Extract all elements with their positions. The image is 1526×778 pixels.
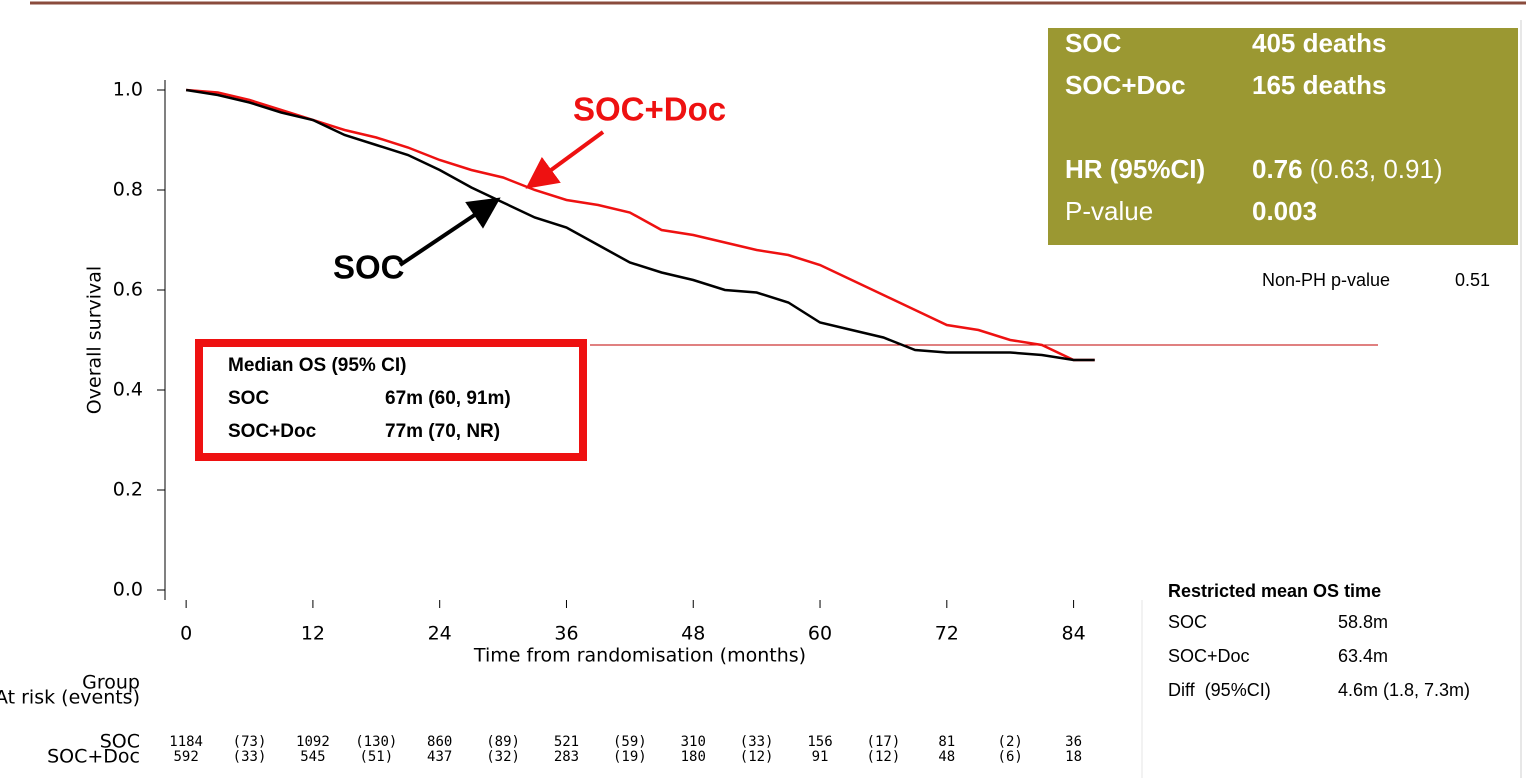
y-tick-label: 0.4 bbox=[113, 379, 143, 401]
risk-cell: 592 bbox=[173, 749, 198, 765]
risk-cell: (130) bbox=[355, 734, 397, 750]
risk-cell: 860 bbox=[427, 734, 452, 750]
stats-value: 0.003 bbox=[1252, 196, 1317, 226]
risk-cell: (33) bbox=[233, 749, 267, 765]
risk-cell: (19) bbox=[613, 749, 647, 765]
risk-cell: 1092 bbox=[296, 734, 330, 750]
survival-curve bbox=[186, 88, 1095, 362]
y-tick-label: 1.0 bbox=[113, 79, 143, 101]
rm-label: SOC bbox=[1168, 612, 1207, 632]
median-text: Median OS (95% CI) SOC 67m (60, 91m) SOC… bbox=[228, 355, 511, 442]
x-tick-label: 24 bbox=[428, 623, 452, 645]
median-value: 67m (60, 91m) bbox=[385, 388, 511, 409]
risk-cell: (59) bbox=[613, 734, 647, 750]
stats-text: SOC 405 deaths SOC+Doc 165 deaths HR (95… bbox=[1065, 28, 1443, 226]
hr: 0.76 bbox=[1252, 154, 1303, 184]
median-title: Median OS (95% CI) bbox=[228, 355, 406, 376]
stats-value: 165 deaths bbox=[1252, 70, 1386, 100]
stats-label: SOC+Doc bbox=[1065, 70, 1186, 100]
stats-value: 405 deaths bbox=[1252, 28, 1386, 58]
survival-curve bbox=[185, 88, 1095, 362]
risk-cell: (89) bbox=[486, 734, 520, 750]
rm-label: SOC+Doc bbox=[1168, 646, 1250, 666]
non-ph-label: Non-PH p-value bbox=[1262, 270, 1390, 290]
non-ph-value: 0.51 bbox=[1455, 270, 1490, 290]
x-tick-label: 36 bbox=[554, 623, 578, 645]
rm-value: 4.6m (1.8, 7.3m) bbox=[1338, 680, 1470, 700]
risk-cell: (73) bbox=[233, 734, 267, 750]
risk-cell: 18 bbox=[1065, 749, 1082, 765]
plot: 0.0 0.2 0.4 0.6 0.8 1.0 0 12 24 36 48 60 72 84 bbox=[113, 79, 1378, 645]
x-tick-label: 60 bbox=[808, 623, 832, 645]
risk-cell: 437 bbox=[427, 749, 452, 765]
y-tick-label: 0.8 bbox=[113, 179, 143, 201]
risk-cell: 1184 bbox=[169, 734, 203, 750]
median-label: SOC bbox=[228, 388, 269, 409]
risk-cell: (2) bbox=[998, 734, 1023, 750]
hr-ci: (0.63, 0.91) bbox=[1310, 154, 1443, 184]
risk-group: SOC+Doc bbox=[47, 746, 140, 768]
risk-cell: (12) bbox=[867, 749, 901, 765]
median-label: SOC+Doc bbox=[228, 421, 317, 442]
risk-cell: 36 bbox=[1065, 734, 1082, 750]
risk-cell: 180 bbox=[681, 749, 706, 765]
risk-cell: (32) bbox=[486, 749, 520, 765]
risk-group: SOC bbox=[100, 731, 140, 753]
risk-cell: 91 bbox=[812, 749, 829, 765]
rm-value: 58.8m bbox=[1338, 612, 1388, 632]
series-label: SOC+Doc bbox=[573, 91, 726, 128]
risk-header: At risk (events) bbox=[0, 687, 140, 709]
risk-cell: 310 bbox=[681, 734, 706, 750]
risk-cell: 48 bbox=[938, 749, 955, 765]
median-box bbox=[195, 339, 587, 461]
x-tick-label: 12 bbox=[301, 623, 325, 645]
median-value: 77m (70, NR) bbox=[385, 421, 500, 442]
y-tick-label: 0.2 bbox=[113, 479, 143, 501]
x-tick-label: 84 bbox=[1061, 623, 1085, 645]
risk-cell: 283 bbox=[554, 749, 579, 765]
rm-value: 63.4m bbox=[1338, 646, 1388, 666]
x-axis-title: Time from randomisation (months) bbox=[473, 645, 806, 667]
risk-header: Group bbox=[82, 672, 140, 694]
arrow bbox=[525, 130, 605, 189]
y-axis-title: Overall survival bbox=[84, 266, 106, 414]
risk-cell: (12) bbox=[740, 749, 774, 765]
risk-cell: (33) bbox=[740, 734, 774, 750]
series-label: SOC bbox=[333, 249, 405, 286]
stats-label: HR (95%CI) bbox=[1065, 154, 1205, 184]
risk-cell: (51) bbox=[359, 749, 393, 765]
risk-cell: 156 bbox=[807, 734, 832, 750]
rm-title: Restricted mean OS time bbox=[1168, 581, 1381, 601]
risk-cell: 81 bbox=[938, 734, 955, 750]
y-tick-label: 0.0 bbox=[113, 579, 143, 601]
x-tick-label: 72 bbox=[935, 623, 959, 645]
arrow bbox=[398, 197, 501, 267]
x-tick-label: 48 bbox=[681, 623, 705, 645]
stats-label: P-value bbox=[1065, 196, 1153, 226]
stats-label: SOC bbox=[1065, 28, 1122, 58]
stats-box bbox=[1048, 28, 1518, 245]
risk-cell: (6) bbox=[998, 749, 1023, 765]
x-tick-label: 0 bbox=[180, 623, 192, 645]
y-tick-label: 0.6 bbox=[113, 279, 143, 301]
risk-cell: 545 bbox=[300, 749, 325, 765]
risk-cell: 521 bbox=[554, 734, 579, 750]
risk-cell: (17) bbox=[867, 734, 901, 750]
restricted-mean: Restricted mean OS time SOC 58.8m SOC+Do… bbox=[1168, 581, 1470, 700]
rm-label: Diff (95%CI) bbox=[1168, 680, 1271, 700]
stats-value: 0.76 (0.63, 0.91) bbox=[1252, 154, 1443, 184]
